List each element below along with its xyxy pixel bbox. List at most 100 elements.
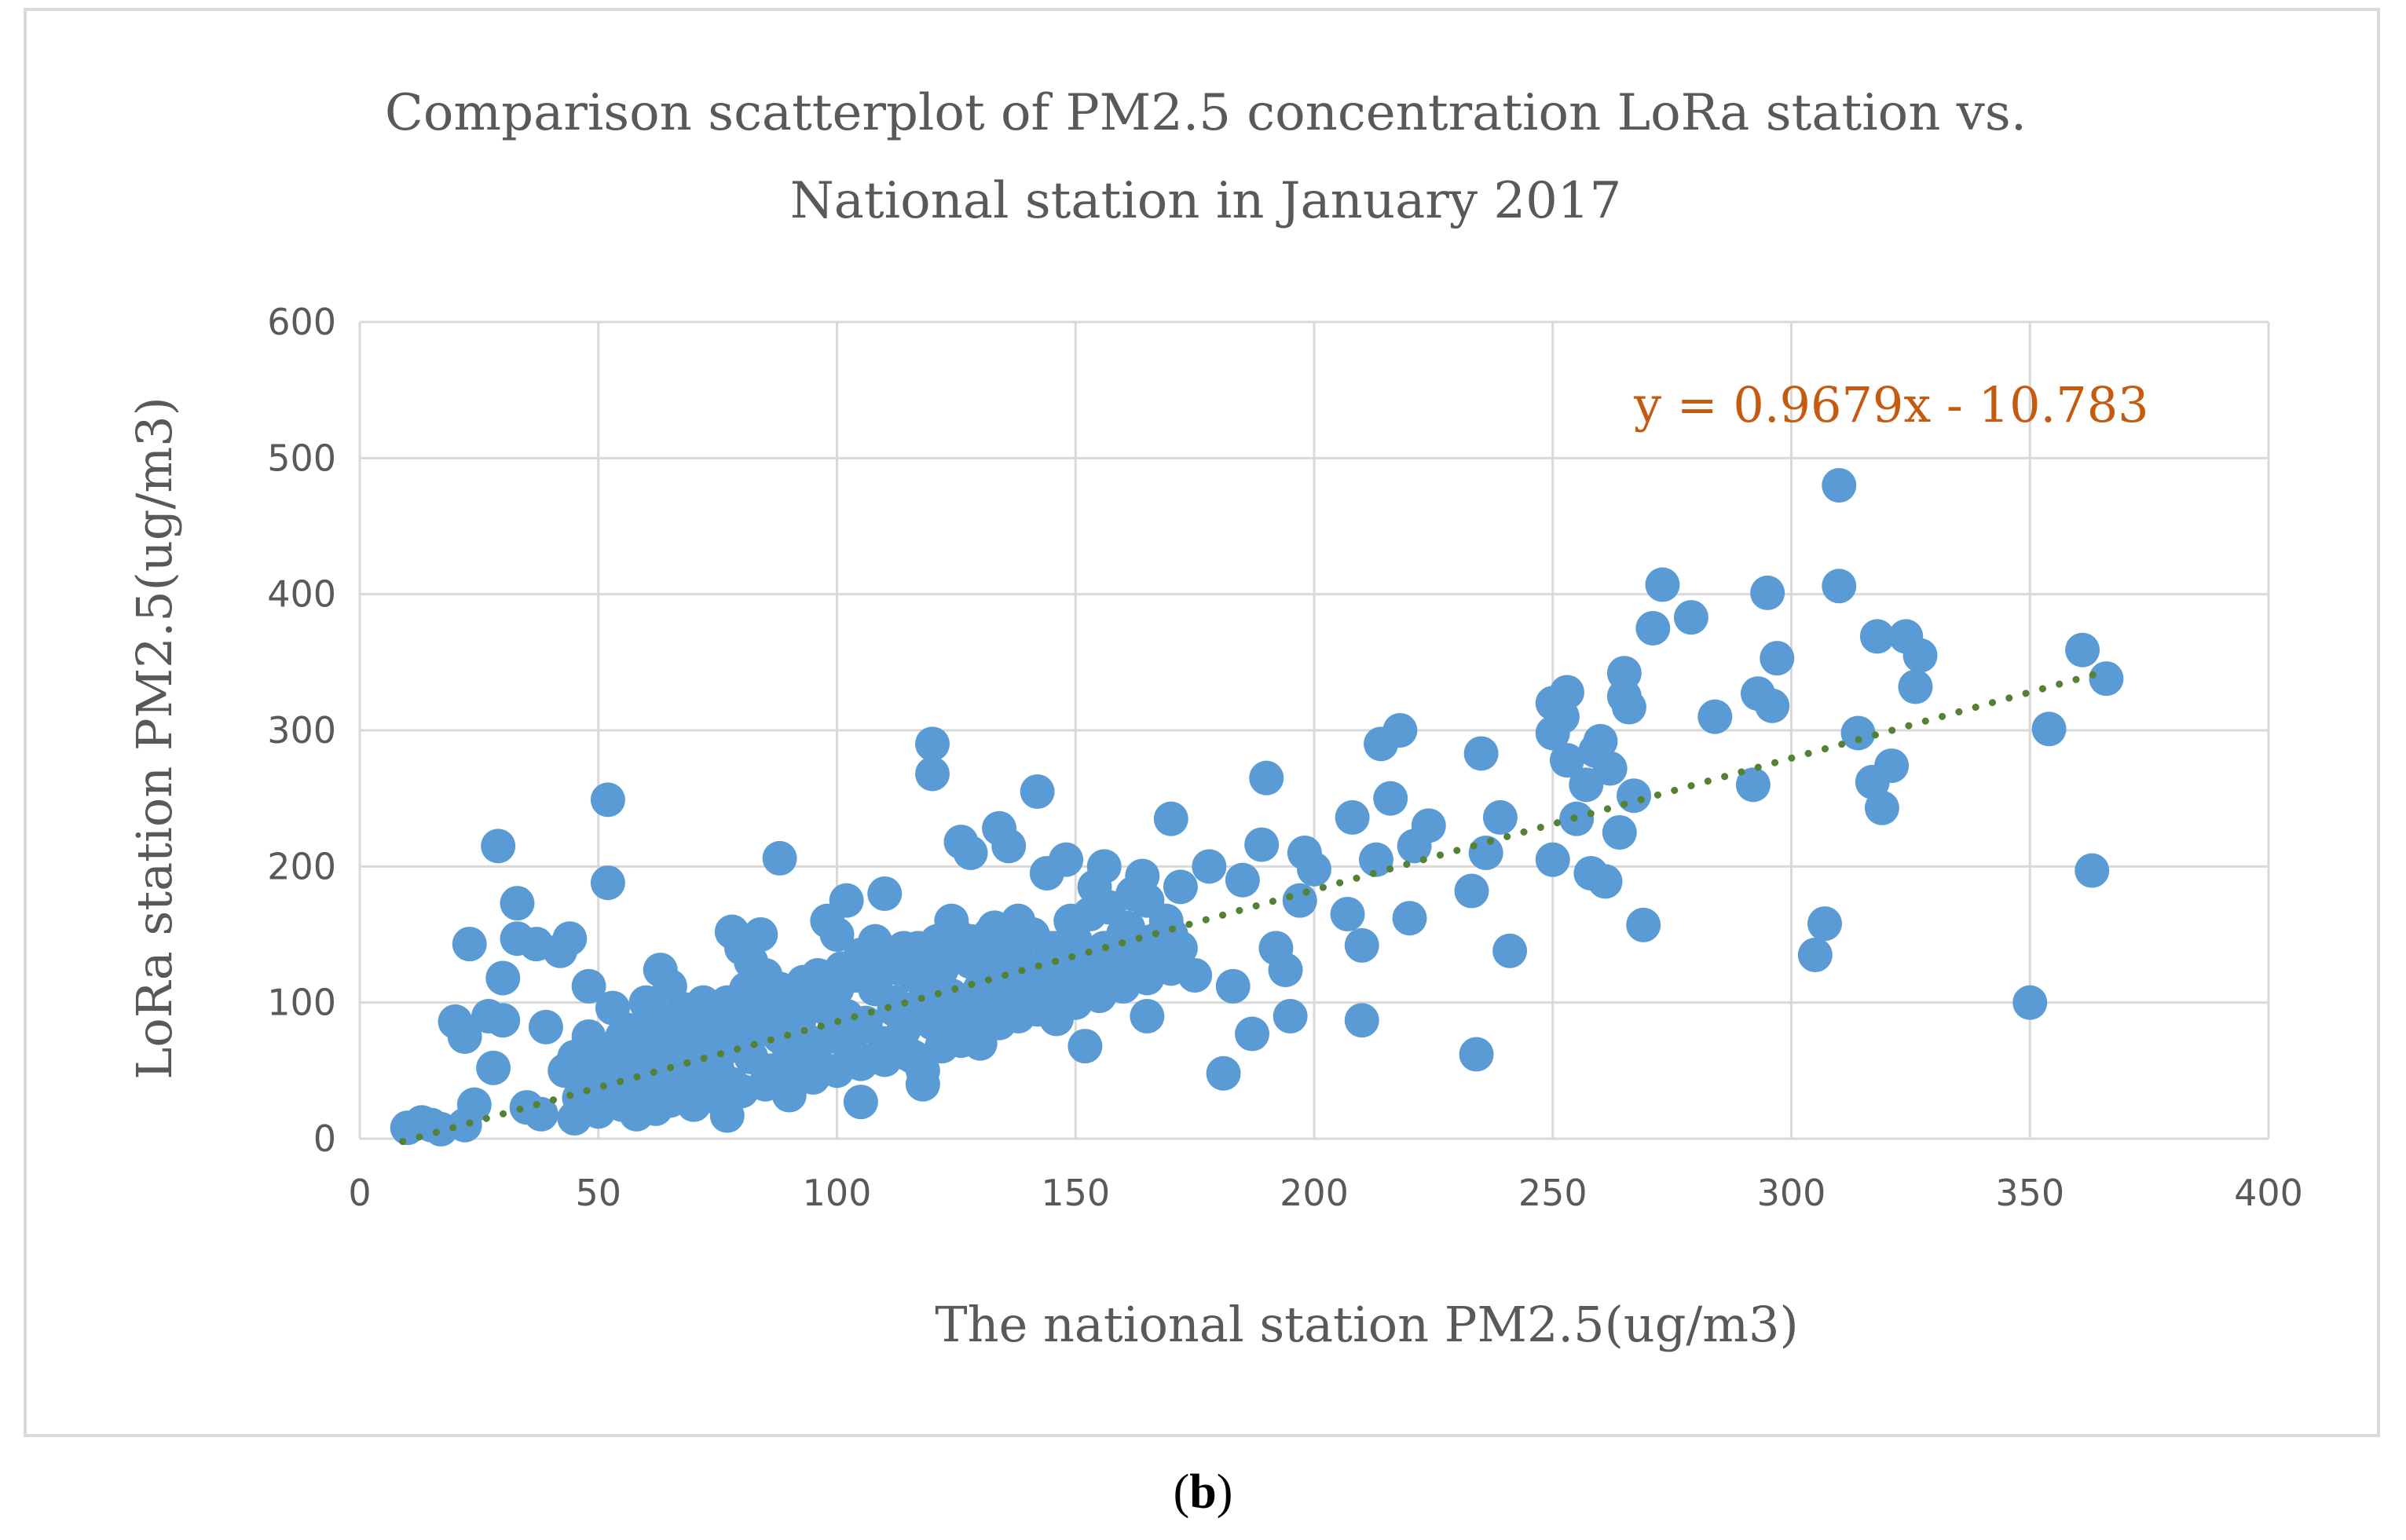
trendline-path (399, 668, 2110, 1146)
data-point (1130, 999, 1165, 1033)
data-point (1330, 897, 1365, 931)
y-axis-title: LoRa station PM2.5(ug/m3) (126, 397, 183, 1080)
data-point (1864, 790, 1899, 825)
data-point (1592, 751, 1628, 786)
data-point (1382, 713, 1418, 748)
data-point (485, 960, 521, 996)
data-point (1344, 927, 1379, 963)
trendline (399, 668, 2110, 1146)
data-point (771, 1077, 807, 1113)
data-point (1822, 468, 1857, 503)
data-point (1535, 842, 1570, 877)
data-point (2075, 853, 2110, 888)
data-point (1373, 781, 1408, 816)
data-point (1358, 842, 1393, 877)
y-tick-label: 500 (267, 437, 336, 479)
x-tick-label: 50 (575, 1172, 621, 1214)
data-point (1492, 933, 1528, 968)
y-tick-label: 300 (267, 709, 336, 752)
data-point (447, 1019, 482, 1054)
data-point (456, 1087, 492, 1122)
data-point (991, 829, 1027, 864)
data-point (1235, 1016, 1270, 1052)
data-point (819, 917, 855, 952)
data-point (1874, 748, 1910, 784)
data-point (1282, 883, 1317, 918)
x-tick-label: 0 (348, 1172, 371, 1214)
data-point (2012, 985, 2048, 1020)
data-point (829, 883, 864, 918)
x-tick-label: 150 (1041, 1172, 1110, 1214)
data-point (1411, 808, 1446, 843)
data-point (652, 1066, 687, 1102)
data-point (528, 1009, 563, 1044)
y-tick-label: 600 (267, 301, 336, 343)
data-point (1206, 1055, 1241, 1091)
data-point (1454, 873, 1489, 909)
data-point (1807, 906, 1843, 942)
data-point (762, 840, 797, 876)
data-point (867, 876, 903, 911)
chart-title-line-2: National station in January 2017 (790, 172, 1621, 230)
data-point (1463, 736, 1499, 771)
data-point (1335, 799, 1370, 835)
data-point (2031, 711, 2067, 747)
data-point (590, 865, 625, 901)
x-tick-label: 300 (1757, 1172, 1826, 1214)
data-point (991, 917, 1027, 952)
data-point (452, 927, 487, 962)
data-point (1034, 931, 1069, 966)
y-tick-labels: 0 100 200 300 400 500 600 (267, 301, 336, 1160)
data-point (1192, 849, 1227, 884)
data-point (571, 968, 606, 1004)
data-point (1583, 723, 1618, 759)
data-point (1902, 638, 1938, 673)
data-point (2089, 661, 2124, 697)
y-tick-label: 400 (267, 573, 336, 616)
data-point (1635, 611, 1671, 646)
data-point (1822, 569, 1857, 604)
data-point (1859, 619, 1895, 654)
data-point (1225, 862, 1260, 898)
data-point (1215, 968, 1251, 1004)
data-point (1086, 849, 1122, 884)
data-point (571, 1019, 606, 1054)
data-point (905, 1053, 940, 1088)
data-point (915, 756, 950, 792)
chart-title-line-1: Comparison scatterplot of PM2.5 concentr… (385, 84, 2027, 142)
trendline-equation: y = 0.9679x - 10.783 (1633, 376, 2149, 433)
x-tick-label: 400 (2234, 1172, 2303, 1214)
data-point (523, 1096, 558, 1132)
data-point (1760, 641, 1795, 676)
data-point (476, 1050, 511, 1085)
data-point (1153, 951, 1188, 986)
data-point (1602, 815, 1637, 850)
data-point (1049, 842, 1084, 877)
data-points (390, 468, 2124, 1147)
x-tick-label: 250 (1518, 1172, 1588, 1214)
x-tick-labels: 0 50 100 150 200 250 300 350 400 (348, 1172, 2303, 1214)
data-point (1459, 1037, 1494, 1072)
data-point (1244, 827, 1280, 862)
data-point (1673, 600, 1708, 635)
data-point (500, 886, 535, 921)
y-tick-label: 100 (267, 982, 336, 1024)
data-point (2065, 632, 2100, 668)
data-point (1297, 851, 1331, 887)
data-point (1020, 774, 1055, 809)
data-point (843, 1085, 878, 1120)
data-point (1588, 864, 1623, 899)
data-point (1645, 567, 1680, 602)
data-point (1482, 799, 1518, 835)
data-point (743, 917, 778, 952)
x-tick-label: 350 (1995, 1172, 2064, 1214)
y-tick-label: 200 (267, 845, 336, 887)
data-point (1268, 953, 1303, 988)
x-tick-label: 200 (1280, 1172, 1349, 1214)
y-tick-label: 0 (313, 1118, 336, 1160)
data-point (485, 1003, 521, 1038)
data-point (590, 782, 625, 818)
x-tick-label: 100 (803, 1172, 872, 1214)
data-point (1697, 699, 1733, 734)
